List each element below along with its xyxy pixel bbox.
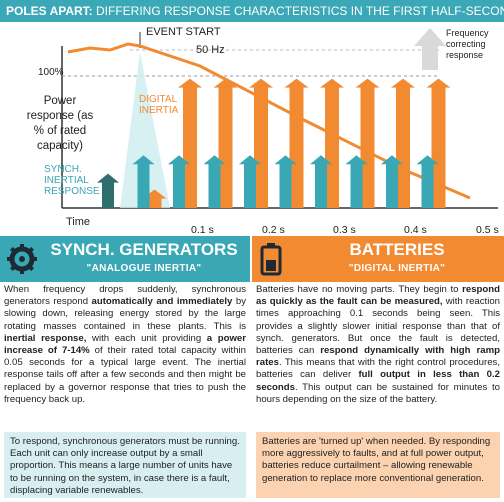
x-tick-0-1: 0.1 s [191,224,214,236]
y-axis-label: Power response (as % of rated capacity) [26,95,94,152]
batt-text-3: . This means that with the right control… [256,357,500,381]
batteries-subtitle: "DIGITAL INERTIA" [348,263,446,274]
batt-text-3b: full output in less than 0.2 seconds [256,369,500,393]
banner-rest: DIFFERING RESPONSE CHARACTERISTICS IN TH… [92,4,504,18]
batt-text-1b: respond as quickly as the fault can be m… [256,284,500,308]
synch-bar-9 [416,155,439,208]
legend-up-arrow [414,28,446,70]
synch-text-1b: automatically and immediately [91,296,233,308]
synch-bar-0 [97,173,119,208]
x-tick-0-4: 0.4 s [404,224,427,236]
event-shading [120,52,170,208]
batt-text-1: Batteries have no moving parts. They beg… [256,284,463,295]
y-tick-100: 100% [38,67,64,78]
battery-icon [260,243,282,276]
synch-text-1: When frequency drops suddenly, synchrono… [4,284,246,308]
batt-text-4: . This output can be sustained for minut… [256,381,500,405]
synch-generators-panel: SYNCH. GENERATORS "ANALOGUE INERTIA" Whe… [0,236,250,502]
ref-50hz-label: 50 Hz [196,44,225,56]
gear-icon [7,244,37,274]
synch-bar-2 [168,155,190,208]
synch-text-2b: inertial response, [4,332,87,344]
batteries-header: BATTERIES "DIGITAL INERTIA" [252,236,504,282]
banner-lead: POLES APART: [6,4,93,18]
synch-header: SYNCH. GENERATORS "ANALOGUE INERTIA" [0,236,250,282]
x-axis-label: Time [66,216,91,228]
synch-bar-6 [310,155,332,208]
chart-canvas [61,28,498,209]
title-banner: POLES APART: DIFFERING RESPONSE CHARACTE… [0,0,504,22]
series-label-digital: DIGITAL INERTIA [139,94,179,116]
synch-bar-1 [132,155,155,208]
batteries-panel: BATTERIES "DIGITAL INERTIA" Batteries ha… [252,236,504,502]
batt-text-2: with reaction times approaching 0.1 seco… [256,296,501,357]
x-tick-0-2: 0.2 s [262,224,285,236]
synch-note: To respond, synchronous generators must … [4,432,246,498]
synch-subtitle: "ANALOGUE INERTIA" [86,263,202,274]
synch-text-2: by slowing down, releasing energy stored… [4,296,246,332]
x-tick-0-5: 0.5 s [476,224,499,236]
batt-text-2b: respond dynamically with high ramp rates [256,345,500,369]
event-start-label: EVENT START [146,26,221,38]
synch-bar-8 [381,155,403,208]
synch-bar-5 [274,155,297,208]
legend-arrow-label: Frequency correcting response [446,28,489,60]
batteries-note: Batteries are 'turned up' when needed. B… [256,432,500,498]
batteries-body: Batteries have no moving parts. They beg… [256,284,500,406]
synch-bar-4 [239,155,261,208]
synch-bar-7 [345,155,368,208]
synch-text-3b: a power increase of 7-14% [4,332,246,357]
series-label-synch: SYNCH. INERTIAL RESPONSE [44,164,100,197]
synch-text-3: with each unit providing [86,332,207,344]
synch-title: SYNCH. GENERATORS [50,240,238,259]
x-tick-0-3: 0.3 s [333,224,356,236]
synch-text-4: of their rated total capacity within 0.0… [4,345,246,405]
synch-bar-3 [203,155,226,208]
response-chart: EVENT START 50 Hz 100% Power response (a… [0,22,504,236]
synch-body: When frequency drops suddenly, synchrono… [4,284,246,406]
batteries-title: BATTERIES [349,240,445,259]
